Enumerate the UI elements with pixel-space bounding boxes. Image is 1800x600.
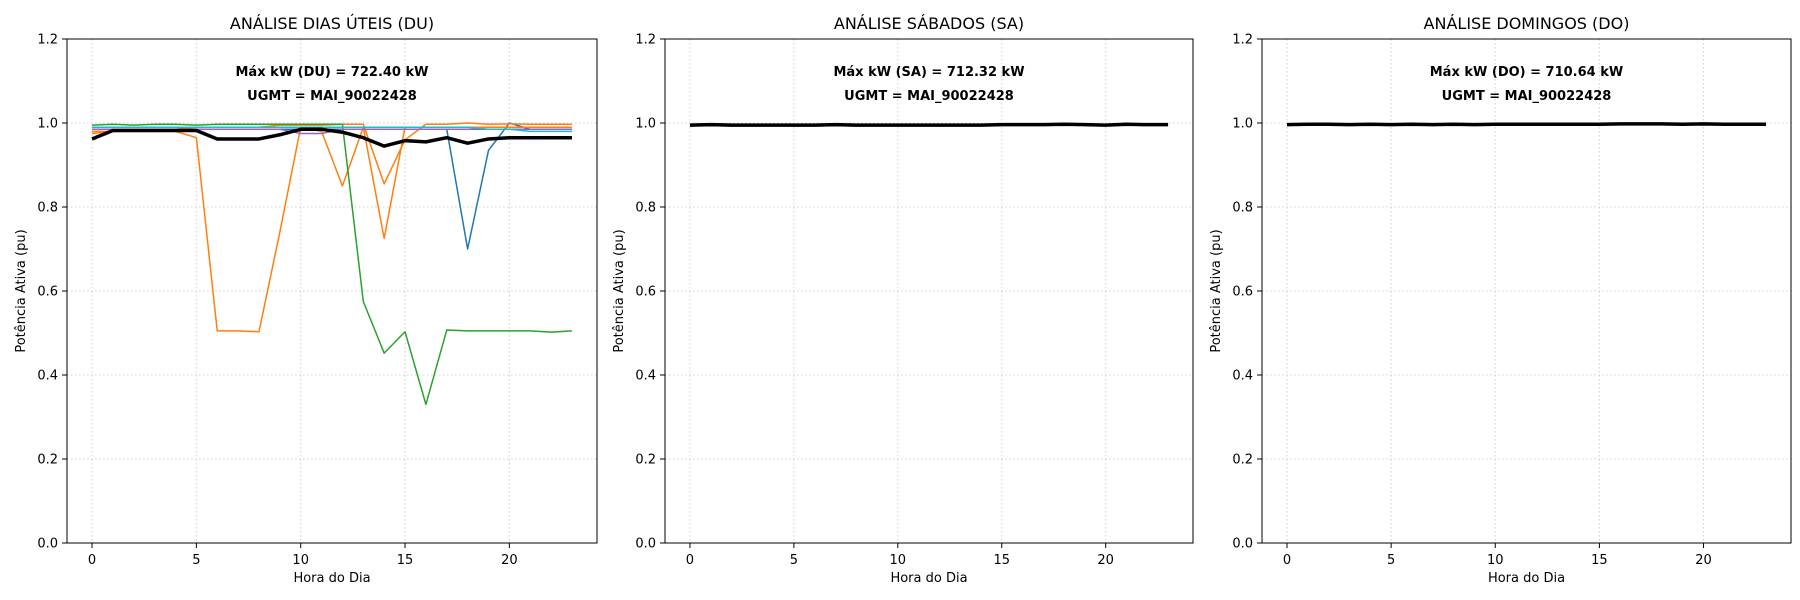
series-line-7 xyxy=(91,127,572,148)
y-tick-label: 0.8 xyxy=(635,201,656,216)
y-axis-label: Potência Ativa (pu) xyxy=(1209,229,1224,352)
x-tick-label: 0 xyxy=(1283,553,1291,568)
annotation-1: Máx kW (SA) = 712.32 kW xyxy=(833,65,1024,80)
chart-title: ANÁLISE DOMINGOS (DO) xyxy=(1424,14,1630,33)
y-tick-label: 0.6 xyxy=(1232,285,1253,300)
y-tick-label: 0.0 xyxy=(635,537,656,552)
x-tick-label: 15 xyxy=(1591,553,1608,568)
x-tick-label: 20 xyxy=(501,553,518,568)
y-tick-label: 1.2 xyxy=(37,33,58,48)
y-tick-label: 1.0 xyxy=(635,117,656,132)
x-tick-label: 5 xyxy=(790,553,798,568)
x-tick-label: 5 xyxy=(1387,553,1395,568)
y-tick-label: 0.6 xyxy=(635,285,656,300)
series-line-4 xyxy=(1286,122,1767,127)
x-tick-label: 5 xyxy=(192,553,200,568)
x-axis-label: Hora do Dia xyxy=(1488,571,1565,586)
y-tick-label: 1.2 xyxy=(635,33,656,48)
x-axis-label: Hora do Dia xyxy=(890,571,967,586)
y-tick-label: 1.2 xyxy=(1232,33,1253,48)
y-tick-label: 0.2 xyxy=(37,453,58,468)
series-line-4 xyxy=(92,123,573,406)
x-tick-label: 10 xyxy=(292,553,309,568)
x-tick-label: 10 xyxy=(890,553,907,568)
y-axis-label: Potência Ativa (pu) xyxy=(612,229,627,352)
y-tick-label: 1.0 xyxy=(1232,117,1253,132)
series-line-6 xyxy=(92,126,572,133)
chart-panel-3: 0 5 10 15 20 0.0 0.2 0.4 0.6 0.8 1.0 1.2 ANÁLISE DOM… xyxy=(1209,14,1792,586)
y-tick-label: 0.2 xyxy=(1232,453,1253,468)
chart-title: ANÁLISE DIAS ÚTEIS (DU) xyxy=(230,14,434,33)
y-tick-label: 1.0 xyxy=(37,117,58,132)
series-line-2 xyxy=(91,126,572,333)
series-line-4 xyxy=(689,122,1169,127)
chart-panel-2: 0 5 10 15 20 0.0 0.2 0.4 0.6 0.8 1.0 1.2 ANÁLISE SÁB… xyxy=(612,14,1194,586)
y-tick-label: 0.4 xyxy=(1232,369,1253,384)
series-line-1 xyxy=(92,122,572,250)
y-tick-label: 0.4 xyxy=(37,369,58,384)
x-tick-label: 0 xyxy=(88,553,96,568)
y-tick-label: 0.6 xyxy=(37,285,58,300)
x-tick-label: 15 xyxy=(397,553,414,568)
y-tick-label: 0.4 xyxy=(635,369,656,384)
annotation-2: UGMT = MAI_90022428 xyxy=(844,89,1014,104)
x-tick-label: 20 xyxy=(1097,553,1114,568)
chart-title: ANÁLISE SÁBADOS (SA) xyxy=(834,14,1024,33)
x-tick-label: 15 xyxy=(993,553,1010,568)
annotation-1: Máx kW (DU) = 722.40 kW xyxy=(236,65,429,80)
x-tick-label: 20 xyxy=(1695,553,1712,568)
y-tick-label: 0.0 xyxy=(37,537,58,552)
annotation-1: Máx kW (DO) = 710.64 kW xyxy=(1430,65,1623,80)
annotation-2: UGMT = MAI_90022428 xyxy=(247,89,417,104)
annotation-2: UGMT = MAI_90022428 xyxy=(1442,89,1612,104)
y-axis-label: Potência Ativa (pu) xyxy=(14,229,29,352)
x-axis-label: Hora do Dia xyxy=(293,571,370,586)
y-tick-label: 0.2 xyxy=(635,453,656,468)
chart-panel-1: 0 5 10 15 20 0.0 0.2 0.4 0.6 0.8 1.0 1.2 ANÁLISE DIA… xyxy=(14,14,598,586)
y-tick-label: 0.8 xyxy=(1232,201,1253,216)
x-tick-label: 10 xyxy=(1487,553,1504,568)
y-tick-label: 0.0 xyxy=(1232,537,1253,552)
y-tick-label: 0.8 xyxy=(37,201,58,216)
x-tick-label: 0 xyxy=(686,553,694,568)
